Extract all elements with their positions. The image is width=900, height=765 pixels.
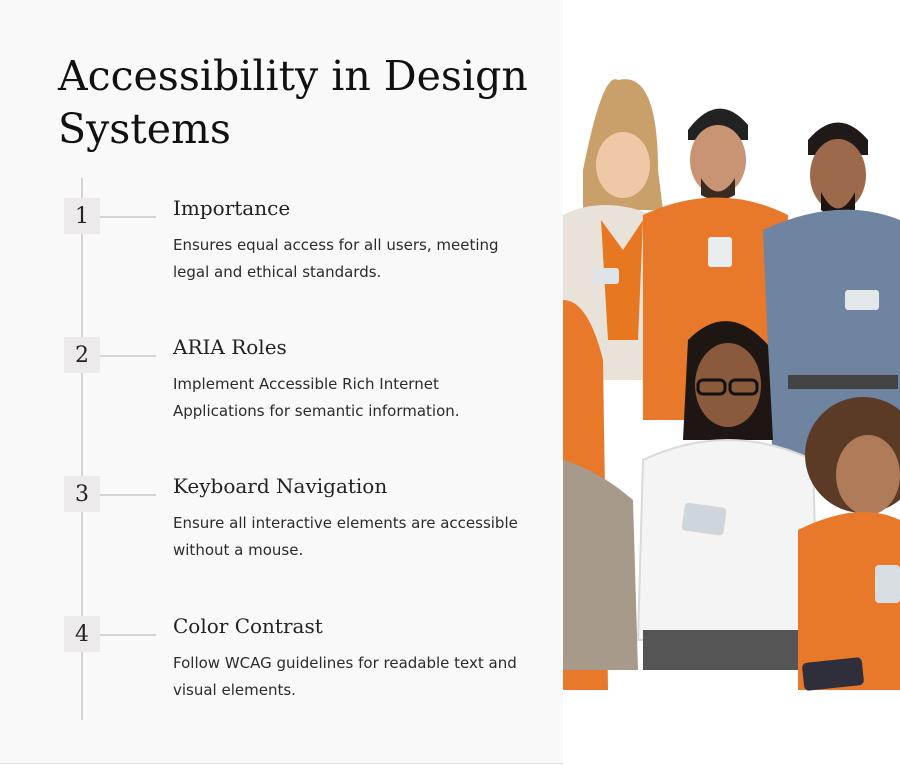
timeline-step-importance: 1 Importance Ensures equal access for al… [0,180,540,281]
step-connector [100,355,156,357]
step-number: 1 [64,198,100,234]
step-number: 2 [64,337,100,373]
step-number: 4 [64,616,100,652]
people-with-phones-illustration [563,0,900,765]
page-title: Accessibility in Design Systems [58,52,528,153]
person-left-edge-blazer [563,460,638,670]
timeline-step-color-contrast: 4 Color Contrast Follow WCAG guidelines … [0,598,540,699]
step-title: Importance [173,196,291,220]
step-connector [100,494,156,496]
step-connector [100,216,156,218]
bottom-divider [0,763,563,764]
step-number: 3 [64,476,100,512]
step-title: Keyboard Navigation [173,474,388,498]
step-title: Color Contrast [173,614,323,638]
step-description: Ensure all interactive elements are acce… [173,514,518,559]
person-woman-curly-hair [798,397,900,691]
timeline-line [81,178,83,720]
step-description: Implement Accessible Rich Internet Appli… [173,375,460,420]
person-man-white-shirt [636,321,820,670]
step-title: ARIA Roles [173,335,287,359]
step-connector [100,634,156,636]
person-man-orange-shirt [643,108,793,420]
step-description: Follow WCAG guidelines for readable text… [173,654,517,699]
timeline-step-aria-roles: 2 ARIA Roles Implement Accessible Rich I… [0,319,540,420]
timeline-step-keyboard-navigation: 3 Keyboard Navigation Ensure all interac… [0,458,540,559]
step-description: Ensures equal access for all users, meet… [173,236,499,281]
